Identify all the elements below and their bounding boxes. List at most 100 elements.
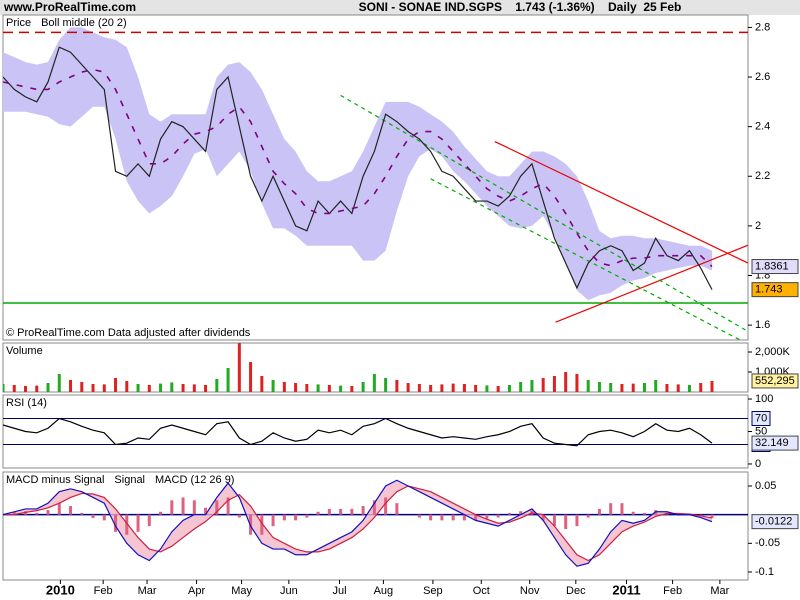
volume-bar [496,386,500,392]
y-tick-label: 2 [755,220,761,232]
histogram-bar [350,508,354,515]
legend-entry: Price [6,17,31,29]
y-tick-label: 1.6 [755,319,770,331]
volume-bar [350,386,354,392]
histogram-bar [474,514,478,521]
panel-title: RSI (14) [6,397,47,409]
volume-bar [631,383,635,392]
volume-bar [294,383,298,392]
last-value-box [751,259,799,275]
x-tick-label: Sep [423,585,443,597]
volume-bar [170,382,174,392]
volume-bar [541,378,545,392]
histogram-bar [361,506,365,515]
volume-bar [80,382,84,392]
volume-bar [204,385,208,392]
x-tick-label: Jun [280,585,298,597]
volume-bar [395,380,399,392]
volume-bar [226,368,230,392]
last-value-label: 552,295 [755,375,795,387]
panel-title: Volume [6,345,43,357]
histogram-bar [631,511,635,515]
volume-bar [451,383,455,392]
histogram-bar [159,511,163,515]
volume-bar [507,385,511,392]
panel-plot [3,27,748,340]
volume-bar [125,381,129,392]
volume-bar [12,385,16,392]
x-tick-label: Aug [374,585,394,597]
histogram-bar [102,514,106,521]
volume-bar [159,383,163,392]
trend-line [340,94,747,331]
histogram-bar [215,500,219,515]
volume-bar [676,384,680,392]
histogram-bar [564,514,568,529]
trend-line [555,244,748,323]
x-tick-label: Jul [332,585,346,597]
histogram-bar [384,497,388,515]
last-value-box [751,514,799,530]
legend-entry: Signal [114,474,145,486]
x-tick-label: Oct [473,585,490,597]
histogram-bar [327,508,331,515]
volume-bar [91,384,95,392]
bollinger-band [3,27,712,301]
volume-bar [35,385,39,392]
y-tick-label: -0.05 [755,537,780,549]
histogram-bar [440,514,444,521]
volume-bar [642,383,646,392]
histogram-bar [294,514,298,521]
panel-plot [3,343,714,392]
level-label: 70 [755,412,767,424]
legend-entry: MACD minus Signal [6,474,104,486]
y-tick-label: 2.6 [755,71,770,83]
volume-bar [620,384,624,392]
trend-line [494,140,748,264]
histogram-bar [91,514,95,519]
volume-bar [530,380,534,392]
volume-bar [654,380,658,392]
volume-bar [552,376,556,392]
volume-bar [46,383,50,392]
y-tick-label: -0.1 [755,566,774,578]
last-value-box [751,435,799,451]
panel-plot [3,479,748,567]
histogram-bar [541,514,545,521]
x-tick-label: May [231,585,252,597]
volume-bar [181,384,185,392]
series-line [3,417,713,447]
histogram-bar [12,511,16,515]
volume-bar [24,386,28,392]
histogram-bar [226,497,230,515]
volume-bar [339,385,343,392]
histogram-bar [35,512,39,515]
volume-bar [282,382,286,392]
histogram-bar [114,514,118,532]
x-tick-label: Feb [663,585,682,597]
last-value-label: -0.0122 [755,516,792,528]
volume-bar [586,380,590,392]
y-tick-label: 0 [755,458,761,470]
volume-bar [417,384,421,392]
histogram-bar [609,503,613,515]
header-bar [0,0,800,15]
histogram-bar [136,514,140,532]
last-value-box [751,373,799,389]
histogram-bar [462,514,466,521]
histogram-bar [305,514,309,518]
header-title: SONI - SONAE IND.SGPS 1.743 (-1.36%) Dai… [359,0,682,14]
x-tick-label: Feb [94,585,113,597]
volume-bar [597,382,601,392]
volume-bar [462,384,466,392]
rsi-panel [2,394,749,469]
histogram-bar [710,514,714,519]
level-box [751,411,771,427]
histogram-bar [485,514,489,519]
volume-bar [114,378,118,392]
y-tick-label: 50 [755,425,767,437]
series-line [3,68,713,268]
y-tick-label: 2.4 [755,121,770,133]
histogram-bar [204,507,208,515]
